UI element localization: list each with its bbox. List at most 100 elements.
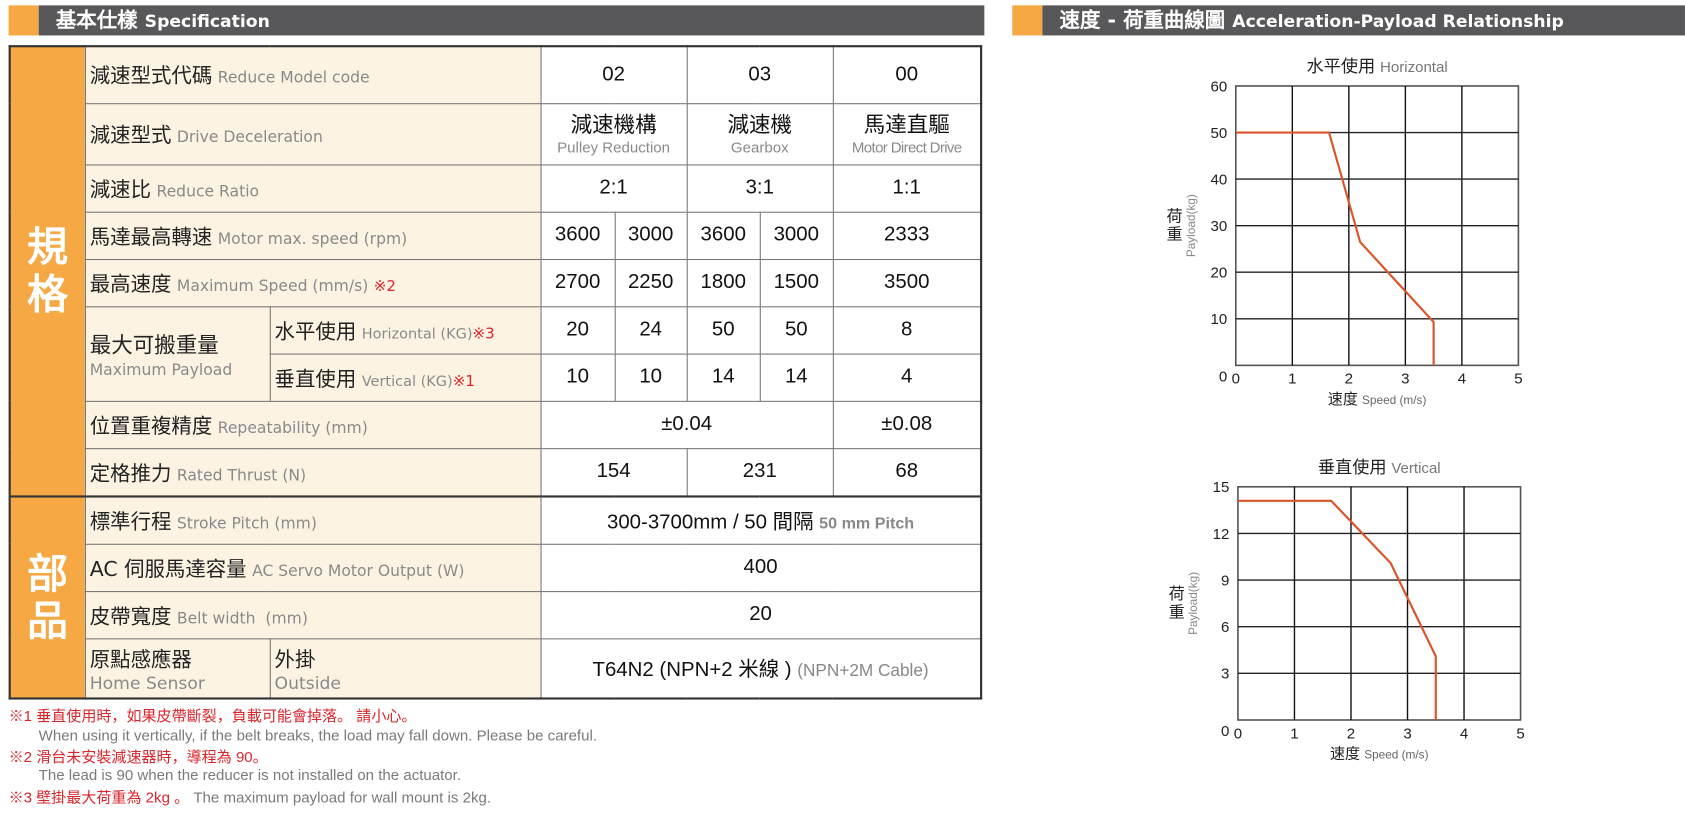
cell: 50 [686, 305, 761, 355]
y-axis-label-en: Payload(kg) [1184, 194, 1198, 257]
header-accent [8, 5, 39, 36]
chart-title: 水平使用 Horizontal [1306, 56, 1447, 76]
label-en: Rated Thrust (N) [176, 466, 307, 485]
plot-frame [1234, 85, 1520, 367]
label-zh: 減速比 [89, 177, 151, 202]
x-tick-label: 3 [1403, 725, 1411, 742]
cell: 02 [539, 45, 688, 104]
cell: 50 [759, 305, 834, 355]
row-belt: 皮帶寬度 Belt width (mm) 20 [10, 590, 982, 639]
cell-value-en: (NPN+2M Cable) [797, 662, 929, 681]
row-model-code: 規格 減速型式代碼 Reduce Model code 02 03 00 [9, 45, 982, 498]
label-en: Motor max. speed (rpm) [217, 230, 408, 248]
x-tick-label: 3 [1401, 371, 1409, 388]
cell: 馬達直驅 Motor Direct Drive [832, 102, 982, 165]
y-tick-label: 10 [1210, 311, 1227, 328]
spec-title: 基本仕樣 [55, 8, 138, 33]
cell: 3600 [539, 211, 616, 260]
y-tick-label: 12 [1213, 526, 1230, 543]
label-en: Home Sensor [89, 672, 205, 693]
x-axis-label: 速度 Speed (m/s) [1330, 746, 1429, 763]
cell: T64N2 (NPN+2 米線 ) (NPN+2M Cable) [539, 637, 982, 700]
footnote-2-en: The lead is 90 when the reducer is not i… [39, 766, 461, 783]
cell-value: T64N2 (NPN+2 米線 ) [592, 658, 792, 682]
label-en: Horizontal (KG) [361, 325, 473, 343]
row-ratio: 減速比 Reduce Ratio 2:1 3:1 1:1 [10, 163, 982, 213]
spec-table: 規格 減速型式代碼 Reduce Model code 02 03 00 減速型… [8, 45, 983, 700]
x-axis-label: 速度 Speed (m/s) [1328, 391, 1427, 408]
row-servo: AC 伺服馬達容量 AC Servo Motor Output (W) 400 [10, 543, 982, 592]
label-en: Reduce Model code [217, 70, 370, 88]
row-payload-vertical: 垂直使用 Vertical (KG)※1 10 10 14 14 4 [10, 353, 982, 402]
row-payload-horizontal: 最大可搬重量 Maximum Payload 水平使用 Horizontal (K… [10, 305, 982, 402]
footnote-zh: ※2 滑台未安裝減速器時，導程為 90。 [8, 747, 268, 766]
cell: 2700 [539, 258, 616, 307]
y-axis-label: 荷 [1169, 585, 1185, 603]
label-zh: 標準行程 [89, 509, 172, 534]
cell: 03 [686, 45, 834, 104]
cell-zh: 馬達直驅 [863, 113, 950, 138]
x-tick-label: 4 [1460, 725, 1468, 742]
chart-title-en: Acceleration-Payload Relationship [1232, 10, 1564, 32]
y-axis-label: 重 [1169, 603, 1185, 621]
footnote-en: When using it vertically, if the belt br… [38, 726, 598, 744]
plot-frame [1237, 485, 1522, 721]
x-tick-label: 1 [1290, 725, 1298, 742]
footnote-en: The maximum payload for wall mount is 2k… [193, 788, 492, 806]
label-zh: 位置重複精度 [89, 414, 213, 438]
cell: 14 [686, 353, 761, 402]
cell: 1:1 [832, 163, 982, 213]
y-tick-label: 60 [1210, 78, 1227, 95]
footnote-2: ※2 滑台未安裝減速器時，導程為 90。 [9, 746, 268, 767]
y-tick-label: 20 [1210, 265, 1227, 282]
row-sensor: 原點感應器 Home Sensor 外掛 Outside T64N2 (NPN+2 … [10, 637, 982, 700]
chart-title: 垂直使用 Vertical [1318, 457, 1441, 477]
y-tick-label: 6 [1221, 619, 1229, 636]
label-zh: 最大可搬重量 [89, 332, 219, 358]
cell: 300-3700mm / 50 間隔 50 mm Pitch [539, 495, 982, 545]
cell: 68 [832, 447, 982, 497]
group-parts: 部品 [9, 495, 86, 700]
label-zh: 減速型式 [89, 123, 172, 148]
chart-title: 速度 - 荷重曲線圖 [1059, 8, 1226, 33]
label-zh: 皮帶寬度 [89, 604, 172, 629]
payload-curve [1237, 499, 1437, 720]
cell-en: Pulley Reduction [557, 138, 671, 156]
label-en: Maximum Payload [89, 362, 233, 380]
label-zh: 垂直使用 [274, 366, 357, 391]
y-axis-label-en: Payload(kg) [1186, 572, 1200, 635]
cell-value: 300-3700mm / 50 間隔 [606, 510, 814, 534]
spec-title-en: Specification [144, 10, 270, 32]
label-en: Drive Deceleration [176, 128, 323, 147]
footnote-ref: ※3 [472, 325, 495, 343]
y-tick-label: 9 [1221, 572, 1229, 589]
x-tick-label: 1 [1288, 371, 1296, 388]
y-tick-label: 30 [1210, 218, 1227, 235]
cell: 1500 [759, 258, 834, 307]
cell: 10 [539, 353, 616, 402]
label-zh: 最高速度 [89, 272, 172, 297]
label-en: Belt width (mm) [176, 609, 308, 628]
x-tick-label: 2 [1347, 725, 1355, 742]
footnote-ref: ※1 [452, 372, 475, 390]
cell: 2:1 [539, 163, 688, 213]
footnote-3: ※3 壁掛最大荷重為 2kg 。 The maximum payload for… [9, 787, 491, 808]
row-drive: 減速型式 Drive Deceleration 減速機構 Pulley Reduc… [10, 102, 982, 165]
group-spec: 規格 [9, 45, 86, 498]
row-max-speed: 最高速度 Maximum Speed (mm/s) ※2 2700 2250 1… [10, 258, 982, 307]
cell: 1800 [686, 258, 761, 307]
x-tick-label: 2 [1345, 371, 1353, 388]
footnote-1-en: When using it vertically, if the belt br… [39, 726, 597, 743]
label-en: Maximum Speed (mm/s) [176, 277, 369, 295]
y-tick-label: 0 [1221, 723, 1229, 740]
cell: 154 [539, 447, 688, 497]
x-tick-label: 0 [1234, 725, 1242, 742]
cell: 減速機 Gearbox [686, 102, 834, 165]
label-zh: AC 伺服馬達容量 [89, 557, 247, 581]
cell: 10 [614, 353, 688, 402]
label-zh: 水平使用 [274, 319, 357, 344]
y-tick-label: 40 [1210, 171, 1227, 188]
label-zh: 馬達最高轉速 [89, 225, 213, 249]
cell: 231 [686, 447, 834, 497]
cell: 00 [832, 45, 982, 104]
